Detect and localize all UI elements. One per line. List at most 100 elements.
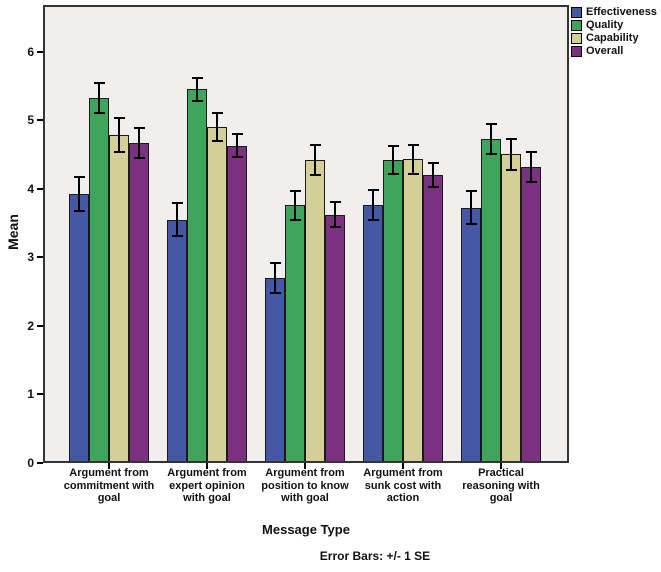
y-axis-tick	[37, 393, 43, 396]
error-bar-cap	[211, 112, 223, 115]
legend-item-capability: Capability	[571, 33, 657, 44]
error-bar	[470, 191, 472, 225]
error-bar-cap	[269, 291, 281, 294]
bar-quality-group3	[285, 205, 305, 463]
y-axis-tick	[37, 324, 43, 327]
error-bar-cap	[505, 169, 517, 172]
legend-swatch-capability	[571, 33, 582, 44]
error-bar-cap	[73, 210, 85, 213]
y-axis-tick-label: 6	[27, 44, 34, 59]
error-bar-cap	[231, 132, 243, 135]
error-bar-cap	[387, 144, 399, 147]
error-bar	[236, 133, 238, 158]
bar-capability-group3	[305, 159, 325, 463]
y-axis-tick-label: 3	[27, 250, 34, 265]
bar-overall-group4	[423, 175, 443, 463]
error-bar	[98, 83, 100, 114]
error-bars-footnote: Error Bars: +/- 1 SE	[319, 549, 431, 563]
error-bar-cap	[191, 76, 203, 79]
bar-quality-group2	[187, 89, 207, 463]
error-bar-cap	[485, 152, 497, 155]
error-bar	[314, 144, 316, 176]
bar-quality-group5	[481, 138, 501, 463]
y-axis-tick	[37, 119, 43, 122]
legend-label: Capability	[586, 32, 639, 44]
error-bar-cap	[485, 122, 497, 125]
error-bar-cap	[309, 143, 321, 146]
y-axis-tick	[37, 256, 43, 259]
error-bar	[412, 144, 414, 174]
y-axis-tick-label: 0	[27, 456, 34, 470]
error-bar-cap	[505, 137, 517, 140]
error-bar-cap	[93, 82, 105, 85]
bar-overall-group5	[521, 166, 541, 463]
error-bar-cap	[93, 112, 105, 115]
error-bar-cap	[367, 219, 379, 222]
error-bar-cap	[387, 173, 399, 176]
error-bar	[216, 113, 218, 141]
error-bar-cap	[211, 139, 223, 142]
error-bar	[392, 145, 394, 175]
error-bar-cap	[231, 156, 243, 159]
error-bar-cap	[427, 161, 439, 164]
error-bar-cap	[171, 202, 183, 205]
bar-capability-group1	[109, 135, 129, 463]
category-label-group3: Argument from position to know with goal	[261, 467, 349, 504]
error-bar-cap	[465, 190, 477, 193]
error-bar-cap	[133, 126, 145, 129]
error-bar-cap	[309, 174, 321, 177]
error-bar	[118, 118, 120, 153]
legend-swatch-quality	[571, 20, 582, 31]
error-bar-cap	[133, 156, 145, 159]
legend-item-quality: Quality	[571, 20, 657, 31]
bar-effectiveness-group3	[265, 277, 285, 463]
error-bar-cap	[73, 176, 85, 179]
y-axis-tick-label: 5	[27, 113, 34, 128]
error-bar-cap	[113, 117, 125, 120]
error-bar-cap	[367, 189, 379, 192]
y-axis-title: Mean	[5, 214, 21, 250]
bar-capability-group5	[501, 154, 521, 463]
x-axis-tick	[304, 463, 306, 469]
error-bar	[196, 77, 198, 101]
category-label-group2: Argument from expert opinion with goal	[167, 467, 247, 504]
y-axis-tick	[37, 462, 43, 464]
bar-overall-group3	[325, 214, 345, 463]
x-axis-tick	[206, 463, 208, 469]
legend-swatch-overall	[571, 46, 582, 57]
bar-effectiveness-group5	[461, 207, 481, 463]
error-bar-cap	[269, 261, 281, 264]
legend-item-effectiveness: Effectiveness	[571, 7, 657, 18]
y-axis-tick-label: 4	[27, 181, 34, 196]
error-bar	[138, 127, 140, 158]
legend-label: Effectiveness	[586, 6, 657, 18]
category-label-group5: Practical reasoning with goal	[462, 467, 540, 504]
x-axis-tick	[500, 463, 502, 469]
x-axis-tick	[402, 463, 404, 469]
bar-capability-group2	[207, 127, 227, 463]
bar-overall-group2	[227, 145, 247, 463]
error-bar-cap	[191, 99, 203, 102]
error-bar-cap	[525, 150, 537, 153]
error-bar-cap	[525, 180, 537, 183]
legend-label: Quality	[586, 19, 624, 31]
error-bar-cap	[329, 201, 341, 204]
bar-quality-group1	[89, 98, 109, 463]
bar-effectiveness-group4	[363, 205, 383, 463]
legend-swatch-effectiveness	[571, 7, 582, 18]
legend-item-overall: Overall	[571, 46, 657, 57]
bar-effectiveness-group1	[69, 194, 89, 463]
y-axis-tick	[37, 50, 43, 53]
bar-effectiveness-group2	[167, 219, 187, 463]
error-bar-cap	[427, 186, 439, 189]
y-axis-tick-label: 1	[27, 387, 34, 402]
error-bar	[372, 190, 374, 221]
error-bar-cap	[171, 235, 183, 238]
error-bar	[274, 262, 276, 293]
error-bar-cap	[465, 223, 477, 226]
error-bar	[78, 177, 80, 212]
error-bar-cap	[289, 218, 301, 221]
y-axis-tick-label: 2	[27, 318, 34, 333]
bar-quality-group4	[383, 159, 403, 463]
